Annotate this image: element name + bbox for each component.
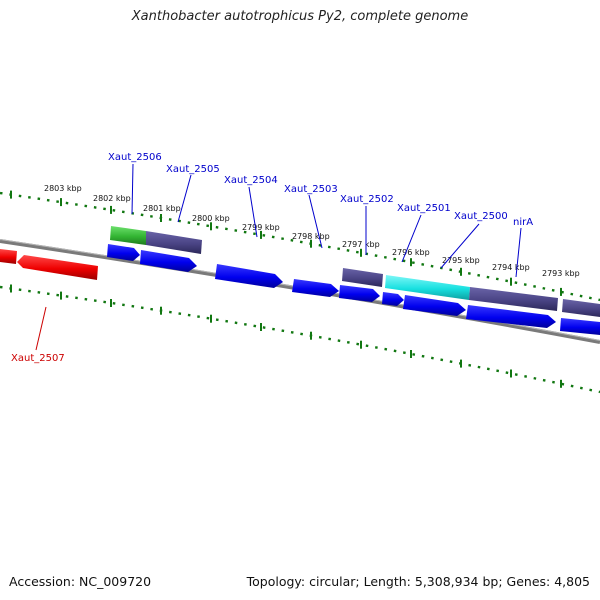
cds-arrow-red[interactable] <box>17 255 98 280</box>
scale-label: 2801 kbp <box>143 204 181 213</box>
cds-arrow[interactable] <box>215 264 283 288</box>
gene-labels: Xaut_2506 Xaut_2505 Xaut_2504 Xaut_2503 … <box>11 152 533 364</box>
cds-arrow[interactable] <box>339 285 380 302</box>
scale-label: 2803 kbp <box>44 184 82 193</box>
cds-arrow-red[interactable] <box>0 249 17 264</box>
inner-scale-line <box>0 285 600 394</box>
gene-feature-purple[interactable] <box>146 231 202 254</box>
label-leaders <box>35 163 522 351</box>
scale-label: 2795 kbp <box>442 256 480 265</box>
cds-arrow[interactable] <box>403 295 466 316</box>
gene-feature-purple[interactable] <box>562 299 600 317</box>
outer-scale-line <box>0 191 600 302</box>
cds-arrow[interactable] <box>140 250 197 272</box>
gene-label-xaut-2501[interactable]: Xaut_2501 <box>397 203 451 214</box>
gene-feature-cyan[interactable] <box>385 275 470 300</box>
gene-label-xaut-2502[interactable]: Xaut_2502 <box>340 194 394 205</box>
scale-label: 2794 kbp <box>492 263 530 272</box>
gene-label-xaut-2504[interactable]: Xaut_2504 <box>224 175 278 186</box>
scale-labels: 2803 kbp 2802 kbp 2801 kbp 2800 kbp 2799… <box>44 184 580 278</box>
cds-arrow[interactable] <box>560 318 600 335</box>
gene-label-xaut-2500[interactable]: Xaut_2500 <box>454 211 508 222</box>
scale-label: 2796 kbp <box>392 248 430 257</box>
accession-text: Accession: NC_009720 <box>9 574 152 589</box>
map-title: Xanthobacter autotrophicus Py2, complete… <box>131 9 469 24</box>
cds-arrow[interactable] <box>107 244 140 261</box>
scale-label: 2797 kbp <box>342 240 380 249</box>
scale-label: 2798 kbp <box>292 232 330 241</box>
gene-label-xaut-2503[interactable]: Xaut_2503 <box>284 184 338 195</box>
gene-feature-green[interactable] <box>110 226 146 245</box>
gene-label-xaut-2507[interactable]: Xaut_2507 <box>11 353 65 364</box>
gene-label-xaut-2506[interactable]: Xaut_2506 <box>108 152 162 163</box>
scale-ticks <box>10 190 562 388</box>
gene-feature-purple[interactable] <box>469 287 558 311</box>
scale-label: 2793 kbp <box>542 269 580 278</box>
cds-arrow[interactable] <box>292 279 339 297</box>
genome-summary-text: Topology: circular; Length: 5,308,934 bp… <box>246 574 590 589</box>
gene-label-nira[interactable]: nirA <box>513 217 533 228</box>
cds-arrow[interactable] <box>466 305 556 328</box>
scale-label: 2800 kbp <box>192 214 230 223</box>
scale-label: 2802 kbp <box>93 194 131 203</box>
gene-feature-purple[interactable] <box>342 268 383 287</box>
cds-arrow[interactable] <box>382 292 404 306</box>
scale-label: 2799 kbp <box>242 223 280 232</box>
gene-features <box>0 226 600 335</box>
gene-label-xaut-2505[interactable]: Xaut_2505 <box>166 164 220 175</box>
